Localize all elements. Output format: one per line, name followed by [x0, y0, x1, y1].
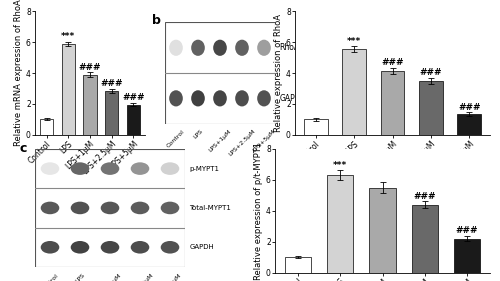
Ellipse shape	[213, 90, 227, 106]
Bar	[126, 105, 140, 135]
Text: b: b	[152, 14, 160, 27]
Ellipse shape	[130, 241, 150, 253]
Text: GAPDH: GAPDH	[280, 94, 307, 103]
Bar	[380, 71, 404, 135]
Text: LPS: LPS	[74, 273, 86, 281]
Bar	[40, 119, 54, 135]
Text: GAPDH: GAPDH	[190, 244, 214, 250]
Bar	[419, 81, 443, 135]
Ellipse shape	[100, 162, 119, 175]
Bar	[84, 75, 96, 135]
Ellipse shape	[213, 40, 227, 56]
Text: LPS+2.5μM: LPS+2.5μM	[228, 129, 256, 157]
Bar	[454, 239, 480, 273]
Ellipse shape	[160, 241, 180, 253]
Text: LPS+5μM: LPS+5μM	[158, 273, 182, 281]
Ellipse shape	[70, 241, 90, 253]
Text: ***: ***	[333, 161, 347, 170]
Text: ###: ###	[414, 192, 436, 201]
Text: ###: ###	[458, 103, 480, 112]
Text: LPS+1μM: LPS+1μM	[208, 129, 232, 153]
Ellipse shape	[169, 90, 183, 106]
Bar	[62, 44, 75, 135]
Bar	[327, 175, 353, 273]
Bar	[458, 114, 481, 135]
Ellipse shape	[70, 202, 90, 214]
Text: ###: ###	[456, 226, 478, 235]
Ellipse shape	[100, 241, 119, 253]
Ellipse shape	[40, 241, 60, 253]
Text: p-MYPT1: p-MYPT1	[190, 166, 220, 172]
Ellipse shape	[160, 202, 180, 214]
Text: Control: Control	[166, 129, 186, 148]
Bar	[285, 257, 311, 273]
Y-axis label: Relative mRNA expression of RhoA: Relative mRNA expression of RhoA	[14, 0, 23, 146]
Text: ***: ***	[347, 37, 362, 46]
Text: ###: ###	[122, 93, 144, 103]
Text: ###: ###	[382, 58, 404, 67]
Y-axis label: Relative expression of p/t-MYPT1: Relative expression of p/t-MYPT1	[254, 142, 263, 280]
Y-axis label: Relative expression of RhoA: Relative expression of RhoA	[274, 14, 283, 132]
Ellipse shape	[70, 162, 90, 175]
Text: ###: ###	[420, 68, 442, 77]
Ellipse shape	[235, 90, 249, 106]
Text: LPS+5μM: LPS+5μM	[252, 129, 276, 153]
Text: ***: ***	[61, 32, 76, 41]
Ellipse shape	[130, 202, 150, 214]
Bar	[304, 119, 328, 135]
Text: Total-MYPT1: Total-MYPT1	[190, 205, 232, 211]
Ellipse shape	[40, 202, 60, 214]
Text: RhoA: RhoA	[280, 43, 299, 52]
Ellipse shape	[130, 162, 150, 175]
Ellipse shape	[235, 40, 249, 56]
Ellipse shape	[160, 162, 180, 175]
Text: LPS+1μM: LPS+1μM	[98, 273, 122, 281]
Text: ###: ###	[79, 62, 102, 72]
Ellipse shape	[191, 90, 205, 106]
Bar	[105, 91, 118, 135]
Bar	[412, 205, 438, 273]
Text: LPS+2.5μM: LPS+2.5μM	[126, 273, 154, 281]
Text: ###: ###	[100, 79, 123, 88]
Text: c: c	[20, 142, 28, 155]
Ellipse shape	[257, 90, 271, 106]
Ellipse shape	[100, 202, 119, 214]
Ellipse shape	[40, 162, 60, 175]
Bar	[342, 49, 366, 135]
Text: Control: Control	[40, 273, 60, 281]
Ellipse shape	[169, 40, 183, 56]
Text: LPS: LPS	[192, 129, 203, 140]
Bar	[370, 188, 396, 273]
Ellipse shape	[191, 40, 205, 56]
Ellipse shape	[257, 40, 271, 56]
